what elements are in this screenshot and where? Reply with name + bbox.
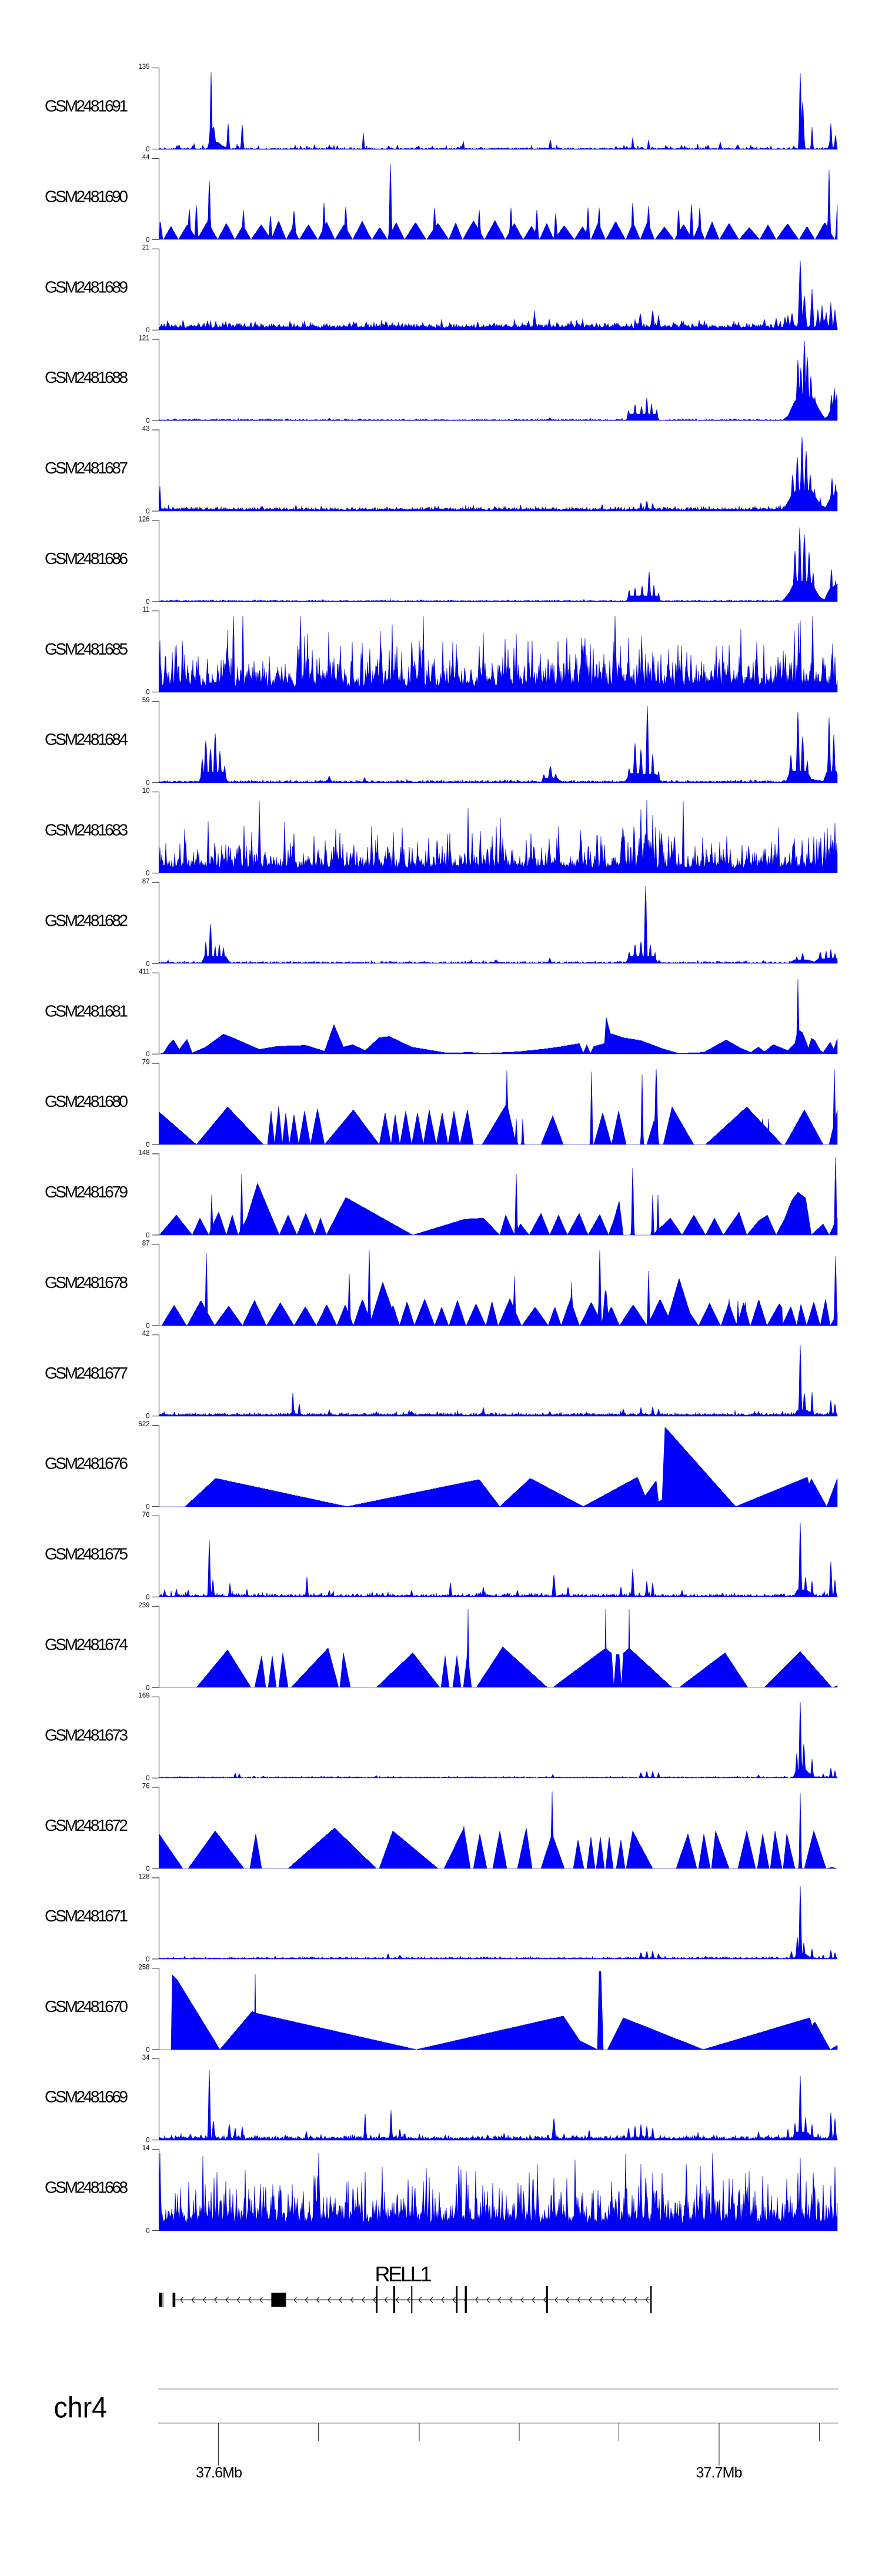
svg-text:0: 0 xyxy=(146,146,149,154)
svg-text:GSM2481669: GSM2481669 xyxy=(45,2088,128,2106)
svg-text:GSM2481687: GSM2481687 xyxy=(45,459,128,477)
svg-text:44: 44 xyxy=(142,154,150,161)
svg-text:76: 76 xyxy=(142,1511,150,1519)
svg-text:0: 0 xyxy=(146,1866,149,1873)
svg-text:GSM2481676: GSM2481676 xyxy=(45,1454,128,1473)
svg-text:0: 0 xyxy=(146,780,149,787)
svg-text:128: 128 xyxy=(138,1873,149,1880)
svg-text:0: 0 xyxy=(146,960,149,967)
svg-text:21: 21 xyxy=(142,245,150,252)
svg-text:0: 0 xyxy=(146,599,149,606)
svg-text:0: 0 xyxy=(146,327,149,334)
svg-text:GSM2481672: GSM2481672 xyxy=(45,1816,128,1834)
svg-text:0: 0 xyxy=(146,1232,149,1239)
svg-text:42: 42 xyxy=(142,1330,150,1337)
svg-text:GSM2481689: GSM2481689 xyxy=(45,278,128,296)
svg-text:0: 0 xyxy=(146,1775,149,1782)
svg-text:0: 0 xyxy=(146,236,149,243)
svg-text:RELL1: RELL1 xyxy=(375,2262,432,2286)
svg-text:10: 10 xyxy=(142,788,150,795)
svg-text:GSM2481688: GSM2481688 xyxy=(45,368,128,386)
svg-text:chr4: chr4 xyxy=(54,2391,108,2424)
svg-text:59: 59 xyxy=(142,697,150,704)
svg-text:0: 0 xyxy=(146,1594,149,1601)
svg-text:135: 135 xyxy=(138,64,149,71)
svg-text:GSM2481683: GSM2481683 xyxy=(45,821,128,839)
svg-text:0: 0 xyxy=(146,870,149,877)
svg-text:GSM2481690: GSM2481690 xyxy=(45,188,128,206)
svg-text:43: 43 xyxy=(142,426,150,433)
svg-text:GSM2481671: GSM2481671 xyxy=(45,1907,128,1925)
svg-text:0: 0 xyxy=(146,1956,149,1963)
svg-text:GSM2481670: GSM2481670 xyxy=(45,1997,128,2016)
svg-text:0: 0 xyxy=(146,508,149,515)
svg-text:87: 87 xyxy=(142,878,150,885)
svg-text:121: 121 xyxy=(138,335,149,342)
svg-text:34: 34 xyxy=(142,2054,150,2061)
svg-text:14: 14 xyxy=(142,2145,150,2152)
svg-text:0: 0 xyxy=(146,1504,149,1511)
svg-text:GSM2481678: GSM2481678 xyxy=(45,1273,128,1292)
svg-text:0: 0 xyxy=(146,1323,149,1330)
svg-text:GSM2481675: GSM2481675 xyxy=(45,1545,128,1563)
svg-text:522: 522 xyxy=(138,1421,149,1428)
svg-text:GSM2481674: GSM2481674 xyxy=(45,1635,128,1653)
svg-text:411: 411 xyxy=(139,969,149,976)
svg-text:258: 258 xyxy=(138,1964,149,1971)
svg-text:0: 0 xyxy=(146,1142,149,1149)
svg-text:GSM2481691: GSM2481691 xyxy=(45,97,128,115)
svg-text:GSM2481668: GSM2481668 xyxy=(45,2178,128,2197)
svg-text:0: 0 xyxy=(146,689,149,696)
svg-text:GSM2481684: GSM2481684 xyxy=(45,730,128,749)
svg-text:0: 0 xyxy=(146,2047,149,2054)
svg-text:0: 0 xyxy=(146,1051,149,1058)
svg-text:GSM2481677: GSM2481677 xyxy=(45,1364,128,1382)
svg-text:0: 0 xyxy=(146,418,149,425)
svg-text:0: 0 xyxy=(146,1684,149,1691)
svg-text:GSM2481681: GSM2481681 xyxy=(45,1002,128,1020)
svg-text:126: 126 xyxy=(138,516,149,523)
svg-text:11: 11 xyxy=(143,606,150,613)
svg-text:GSM2481679: GSM2481679 xyxy=(45,1183,128,1201)
svg-text:148: 148 xyxy=(138,1149,149,1156)
svg-text:79: 79 xyxy=(142,1059,150,1066)
svg-text:169: 169 xyxy=(138,1693,149,1700)
svg-text:GSM2481680: GSM2481680 xyxy=(45,1092,128,1110)
svg-text:GSM2481685: GSM2481685 xyxy=(45,640,128,658)
svg-text:GSM2481673: GSM2481673 xyxy=(45,1726,128,1744)
svg-text:76: 76 xyxy=(142,1783,150,1790)
svg-text:GSM2481686: GSM2481686 xyxy=(45,549,128,568)
svg-text:0: 0 xyxy=(146,2228,149,2235)
svg-text:37.7Mb: 37.7Mb xyxy=(696,2465,743,2481)
svg-text:37.6Mb: 37.6Mb xyxy=(196,2465,242,2481)
svg-text:0: 0 xyxy=(146,2137,149,2144)
svg-text:239: 239 xyxy=(138,1602,149,1609)
svg-text:87: 87 xyxy=(142,1240,150,1247)
svg-text:0: 0 xyxy=(146,1413,149,1420)
svg-text:GSM2481682: GSM2481682 xyxy=(45,911,128,929)
